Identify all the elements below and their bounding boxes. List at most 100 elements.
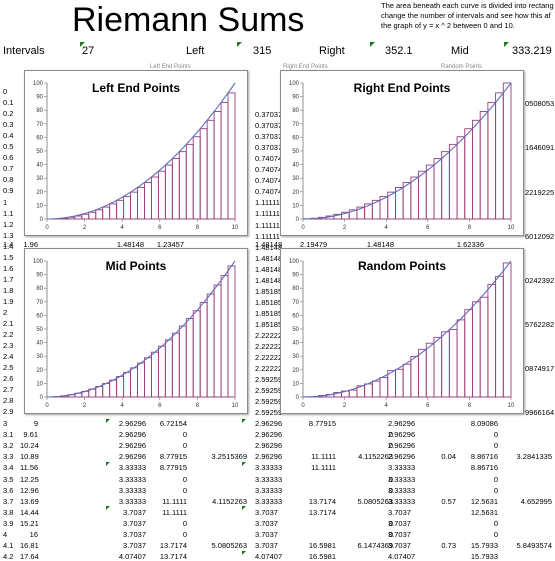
grid-cell[interactable]: 1.11111 [255,221,280,230]
grid-cell[interactable]: 1.48148 [255,240,282,249]
x-value-cell[interactable]: 2.7 [3,385,13,394]
x-value-cell[interactable]: 3.5 [3,475,13,484]
grid-cell[interactable]: 12.5631 [460,497,498,506]
grid-cell[interactable]: 2.96296 [255,452,282,461]
grid-cell[interactable]: 1.48148 [255,276,282,285]
grid-cell[interactable]: 8.09086 [460,419,498,428]
x-value-cell[interactable]: 0.2 [3,109,13,118]
grid-cell[interactable]: 2.22222 [255,331,282,340]
grid-cell[interactable]: 0.37037 [255,110,282,119]
x-value-cell[interactable]: 3.7 [3,497,13,506]
grid-cell[interactable]: 13.7174 [147,552,187,561]
grid-cell[interactable]: 1.11111 [255,209,280,218]
grid-cell[interactable]: 4.07407 [255,552,282,561]
x-value-cell[interactable]: 1.4 [3,240,13,249]
grid-cell[interactable]: 0 [460,430,498,439]
grid-cell[interactable]: 4.07407 [388,552,415,561]
x-value-cell[interactable]: 3.4 [3,463,13,472]
x-value-cell[interactable]: 4.1 [3,541,13,550]
x-value-cell[interactable]: 4.2 [3,552,13,561]
grid-cell[interactable]: 3.7037 [108,530,146,539]
grid-cell[interactable]: 3.7037 [108,508,146,517]
x-value-cell[interactable]: 2.4 [3,352,13,361]
grid-cell[interactable]: 3.33333 [388,486,415,495]
grid-cell[interactable]: 2.59259 [255,386,282,395]
grid-cell[interactable]: 0 [460,486,498,495]
grid-cell[interactable]: 3.7037 [255,508,278,517]
x-value-cell[interactable]: 0.5 [3,142,13,151]
grid-cell[interactable]: 2.59259 [255,408,282,417]
grid-cell[interactable]: 0242392 [525,276,554,285]
grid-cell[interactable]: 2.96296 [108,419,146,428]
grid-cell[interactable]: 14.44 [20,508,38,517]
x-value-cell[interactable]: 3.3 [3,452,13,461]
grid-cell[interactable]: 3.7037 [108,519,146,528]
grid-cell[interactable]: 3.7037 [255,541,278,550]
grid-cell[interactable]: 11.1111 [300,463,336,472]
grid-cell[interactable]: 3.7037 [388,519,411,528]
grid-cell[interactable]: 5.0805263 [195,541,247,550]
grid-cell[interactable]: 4.652995 [498,497,552,506]
grid-cell[interactable]: 17.64 [20,552,38,561]
grid-cell[interactable]: 15.7933 [460,541,498,550]
grid-cell[interactable]: 4.07407 [108,552,146,561]
grid-cell[interactable]: 9.61 [20,430,38,439]
grid-cell[interactable]: 1.48148 [255,265,282,274]
grid-cell[interactable]: 0.37037 [255,143,282,152]
grid-cell[interactable]: 3.7037 [388,530,411,539]
left-sum-value[interactable]: 315 [253,44,271,58]
grid-cell[interactable]: 3.33333 [108,463,146,472]
grid-cell[interactable]: 0.74074 [255,187,282,196]
x-value-cell[interactable]: 3.9 [3,519,13,528]
grid-cell[interactable]: 3.33333 [108,497,146,506]
grid-cell[interactable]: 6.1474369 [343,541,393,550]
grid-cell[interactable]: 2.96296 [255,430,282,439]
x-value-cell[interactable]: 2.3 [3,341,13,350]
grid-cell[interactable]: 2.96296 [108,452,146,461]
grid-cell[interactable]: 11.1111 [300,452,336,461]
x-value-cell[interactable]: 0.4 [3,131,13,140]
x-value-cell[interactable]: 0.3 [3,120,13,129]
grid-cell[interactable]: 9 [20,419,38,428]
grid-cell[interactable]: 3.33333 [255,463,282,472]
grid-cell[interactable]: 0 [147,441,187,450]
grid-cell[interactable]: 3.33333 [255,475,282,484]
grid-cell[interactable]: 0 [147,519,187,528]
grid-cell[interactable]: 0 [343,475,393,484]
x-value-cell[interactable]: 2.8 [3,396,13,405]
grid-cell[interactable]: 0.73 [432,541,456,550]
grid-cell[interactable]: 12.5631 [460,508,498,517]
grid-cell[interactable]: 0.37037 [255,121,282,130]
x-value-cell[interactable]: 1 [3,198,7,207]
grid-cell[interactable]: 6012092 [525,232,554,241]
grid-cell[interactable]: 1.85185 [255,309,282,318]
grid-cell[interactable]: 13.69 [20,497,38,506]
grid-cell[interactable]: 1.11111 [255,198,280,207]
grid-cell[interactable]: 6.72154 [147,419,187,428]
x-value-cell[interactable]: 2.6 [3,374,13,383]
x-value-cell[interactable]: 1.3 [3,231,13,240]
grid-cell[interactable]: 13.7174 [300,508,336,517]
grid-cell[interactable]: 3.2841335 [498,452,552,461]
grid-cell[interactable]: 4.1152263 [343,452,393,461]
grid-cell[interactable]: 5762282 [525,320,554,329]
grid-cell[interactable]: 13.7174 [147,541,187,550]
grid-cell[interactable]: 1646091 [525,143,554,152]
x-value-cell[interactable]: 2.5 [3,363,13,372]
x-value-cell[interactable]: 0.1 [3,98,13,107]
x-value-cell[interactable]: 2.1 [3,319,13,328]
grid-cell[interactable]: 3.7037 [255,519,278,528]
grid-cell[interactable]: 0.74074 [255,154,282,163]
grid-cell[interactable]: 0 [343,530,393,539]
grid-cell[interactable]: 0 [147,430,187,439]
grid-cell[interactable]: 1.48148 [255,254,282,263]
grid-cell[interactable]: 0.74074 [255,176,282,185]
grid-cell[interactable]: 2.22222 [255,364,282,373]
grid-cell[interactable]: 2.22222 [255,342,282,351]
x-value-cell[interactable]: 1.7 [3,275,13,284]
grid-cell[interactable]: 11.1111 [147,508,187,517]
mid-sum-value[interactable]: 333.219 [512,44,552,58]
grid-cell[interactable]: 0 [460,441,498,450]
